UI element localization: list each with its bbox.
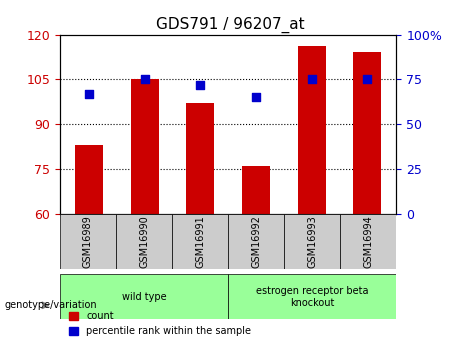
Text: GSM16992: GSM16992 [251,215,261,268]
FancyBboxPatch shape [172,214,228,269]
Bar [353,52,381,214]
Text: GSM16990: GSM16990 [139,215,149,268]
Text: GSM16993: GSM16993 [307,215,317,268]
FancyBboxPatch shape [228,274,396,319]
FancyBboxPatch shape [116,214,172,269]
Text: GSM16994: GSM16994 [363,215,373,268]
Text: wild type: wild type [122,292,166,302]
Point [85,91,93,97]
Text: GSM16989: GSM16989 [83,215,93,268]
Bar [131,79,159,214]
Legend: count, percentile rank within the sample: count, percentile rank within the sample [65,307,255,340]
Point [252,95,260,100]
FancyBboxPatch shape [284,214,340,269]
Bar [242,166,270,214]
FancyBboxPatch shape [60,214,116,269]
FancyBboxPatch shape [340,214,396,269]
Text: genotype/variation: genotype/variation [5,300,97,310]
Text: estrogen receptor beta
knockout: estrogen receptor beta knockout [256,286,369,307]
Bar [75,145,103,214]
FancyBboxPatch shape [228,214,284,269]
FancyBboxPatch shape [60,274,228,319]
Bar [187,103,214,214]
Text: GSM16991: GSM16991 [195,215,205,268]
Bar [298,47,325,214]
Point [141,77,148,82]
Point [364,77,371,82]
Text: GDS791 / 96207_at: GDS791 / 96207_at [156,17,305,33]
Point [197,82,204,88]
Point [308,77,315,82]
